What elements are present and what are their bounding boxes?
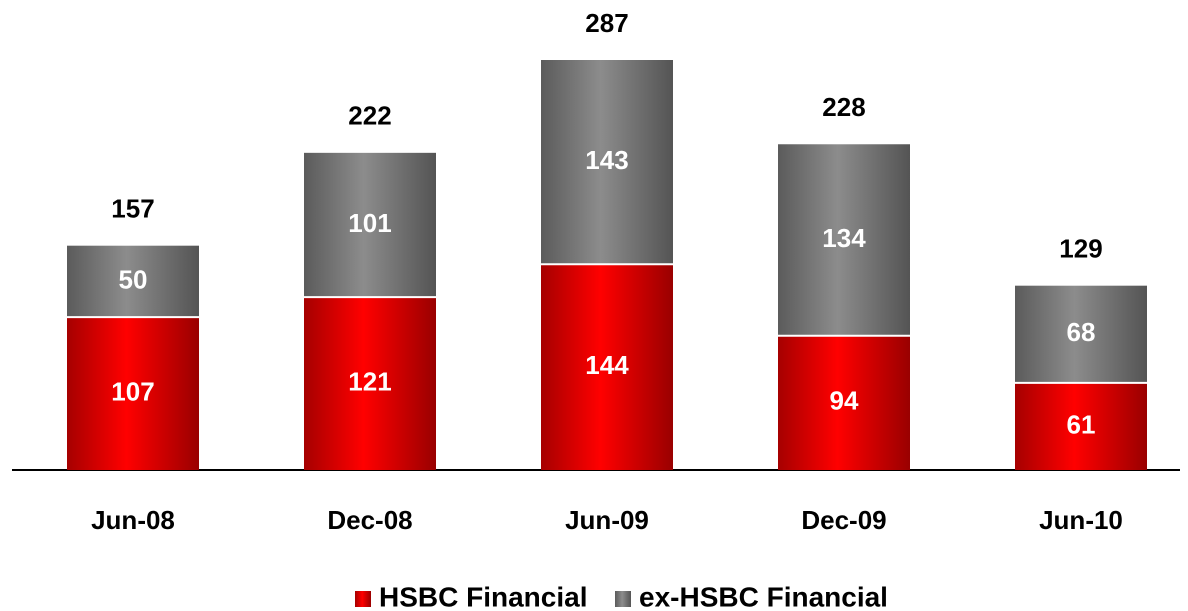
value-label: 94	[830, 386, 859, 416]
value-label: 121	[348, 366, 391, 396]
total-label: 129	[1059, 234, 1102, 264]
bar-shade	[304, 297, 436, 470]
value-label: 144	[585, 350, 629, 380]
x-tick-label: Dec-08	[327, 505, 412, 535]
bar-shade	[1015, 285, 1147, 383]
value-label: 143	[585, 145, 628, 175]
x-tick-label: Jun-08	[91, 505, 175, 535]
x-tick-label: Dec-09	[801, 505, 886, 535]
value-label: 61	[1067, 409, 1096, 439]
total-label: 287	[585, 8, 628, 38]
value-label: 107	[111, 376, 154, 406]
legend-swatch-shade	[615, 591, 631, 607]
x-tick-label: Jun-10	[1039, 505, 1123, 535]
legend-swatch-shade	[355, 591, 371, 607]
value-label: 101	[348, 208, 391, 238]
x-tick-label: Jun-09	[565, 505, 649, 535]
bar-shade	[1015, 382, 1147, 470]
bar-shade	[778, 335, 910, 470]
value-label: 134	[822, 223, 866, 253]
legend-label: HSBC Financial	[379, 581, 587, 611]
total-label: 228	[822, 92, 865, 122]
bar-shade	[67, 245, 199, 318]
bar-shade	[541, 60, 673, 265]
bar-shade	[541, 264, 673, 470]
bar-shade	[778, 144, 910, 336]
bar-shade	[67, 317, 199, 470]
bar-shade	[304, 152, 436, 298]
total-label: 157	[111, 194, 154, 224]
value-label: 68	[1067, 317, 1096, 347]
total-label: 222	[348, 101, 391, 131]
legend-label: ex-HSBC Financial	[639, 581, 888, 611]
value-label: 50	[119, 264, 148, 294]
